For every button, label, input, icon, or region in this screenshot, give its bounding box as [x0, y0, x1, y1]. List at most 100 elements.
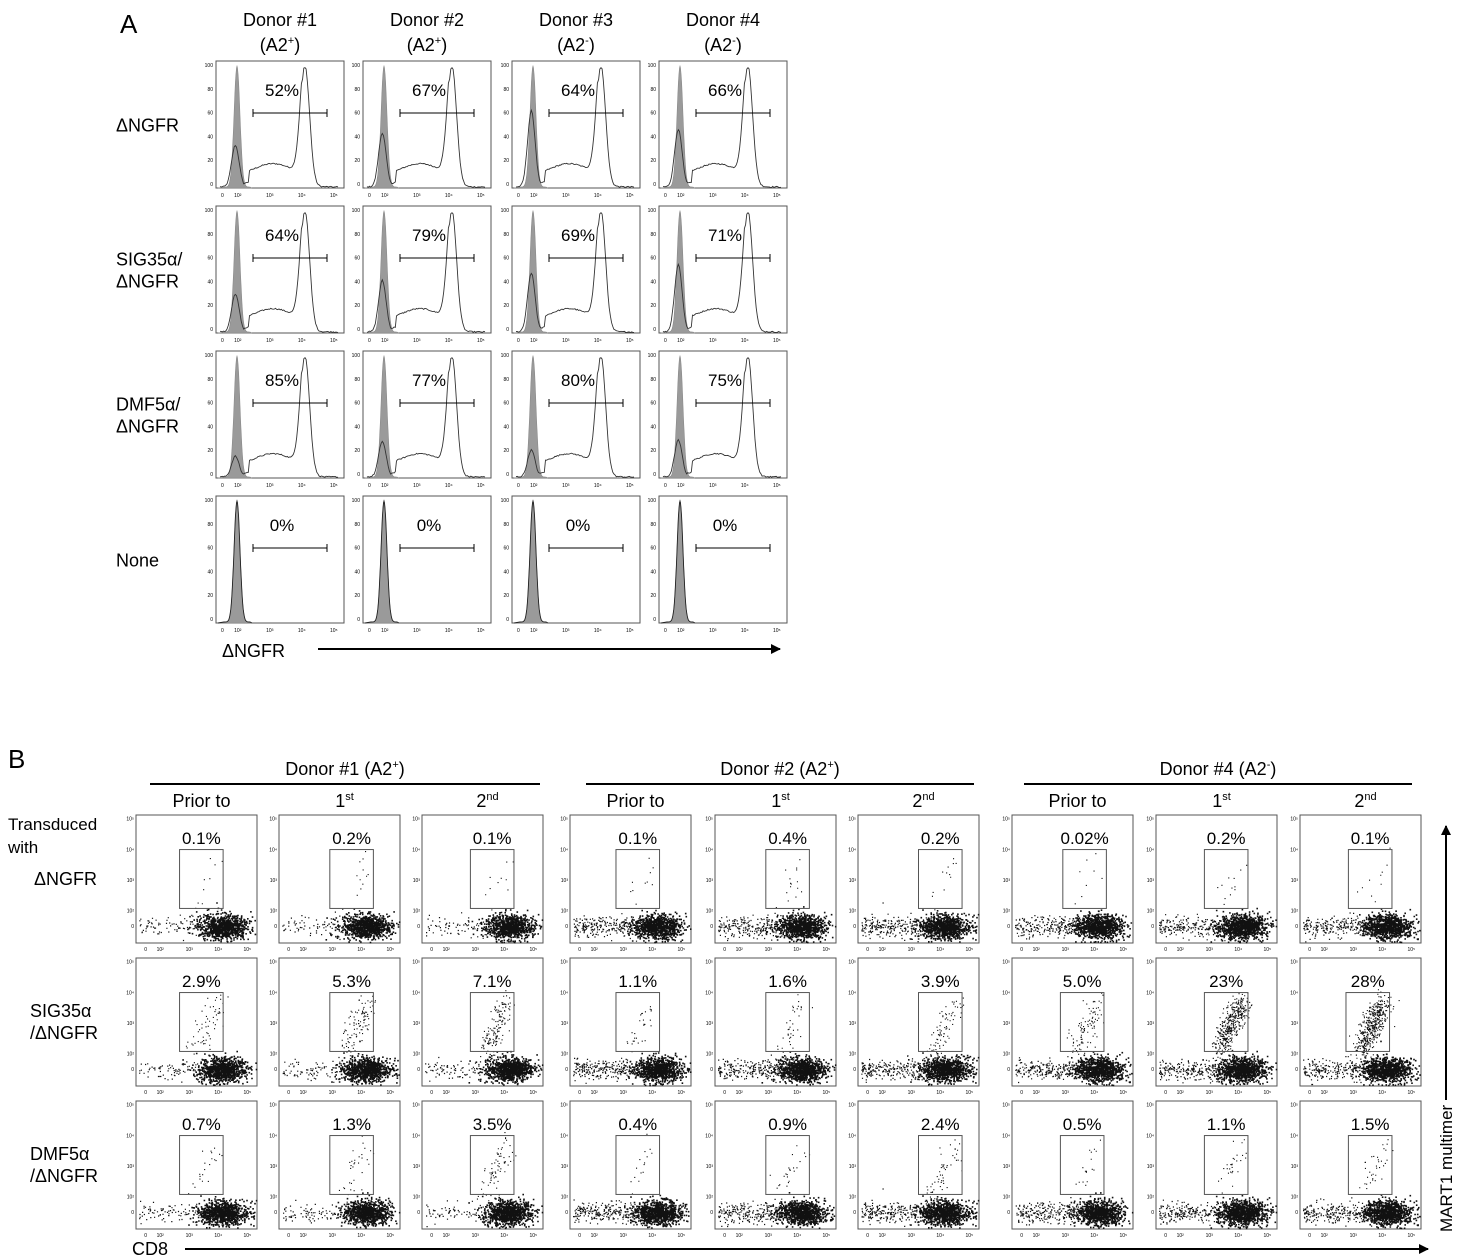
y-tick-label: 10⁵ [269, 1103, 277, 1109]
gate-percent: 0% [566, 516, 591, 535]
y-tick-label: 10⁵ [412, 817, 420, 823]
y-tick-label: 80 [207, 377, 213, 383]
x-tick-label: 10² [300, 947, 308, 953]
y-tick-label: 10⁵ [1146, 817, 1154, 823]
y-tick-label: 10³ [270, 878, 278, 884]
x-tick-label: 10⁴ [357, 947, 365, 953]
event-dots [1015, 1139, 1134, 1229]
gate-percent: 3.9% [921, 972, 960, 991]
y-tick-label: 20 [354, 158, 360, 164]
y-tick-label: 40 [650, 569, 656, 575]
y-tick-label: 10³ [849, 878, 857, 884]
y-tick-label: 100 [501, 353, 510, 359]
y-tick-label: 10² [561, 1195, 569, 1201]
group-header: Donor #2 (A2+) [720, 759, 840, 779]
event-dots [1159, 864, 1278, 944]
gate-box [615, 992, 661, 1052]
y-tick-label: 100 [648, 63, 657, 69]
row-header-line-1: Transduced [8, 815, 97, 834]
x-tick-label: 10⁴ [648, 1090, 656, 1096]
dot-plot: 0.5% 10⁵ 10⁴ 10³ 10² 0 0 10² 10³ 10⁴ 10⁵ [1002, 1100, 1134, 1239]
event-dots [861, 1139, 980, 1229]
y-tick-label: 60 [207, 401, 213, 407]
x-tick-label: 0 [287, 1090, 290, 1096]
y-tick-label: 20 [503, 448, 509, 454]
dot-plot: 0.7% 10⁵ 10⁴ 10³ 10² 0 0 10² 10³ 10⁴ 10⁵ [126, 1100, 258, 1239]
gate-percent: 0.02% [1060, 829, 1108, 848]
x-tick-label: 10⁵ [1119, 1233, 1127, 1239]
x-tick-label: 10³ [186, 1090, 194, 1096]
y-tick-label: 10⁵ [560, 1103, 568, 1109]
dot-plot: 23% 10⁵ 10⁴ 10³ 10² 0 0 10² 10³ 10⁴ 10⁵ [1146, 957, 1278, 1096]
x-tick-label: 10⁴ [594, 628, 602, 634]
y-tick-label: 80 [503, 232, 509, 238]
y-tick-label: 0 [210, 472, 213, 478]
x-tick-label: 10² [157, 1233, 165, 1239]
y-tick-label: 10³ [706, 878, 714, 884]
y-tick-label: 20 [207, 158, 213, 164]
x-tick-label: 10³ [413, 193, 421, 199]
stage-header: Prior to [1048, 791, 1106, 811]
event-dots [718, 1145, 836, 1230]
dot-plot: 3.5% 10⁵ 10⁴ 10³ 10² 0 0 10² 10³ 10⁴ 10⁵ [412, 1100, 544, 1239]
x-tick-label: 10⁵ [477, 193, 485, 199]
y-tick-label: 40 [354, 134, 360, 140]
x-tick-label: 10² [1177, 947, 1185, 953]
y-tick-label: 60 [503, 256, 509, 262]
y-tick-label: 10⁵ [848, 817, 856, 823]
x-tick-label: 10² [530, 338, 538, 344]
x-tick-label: 10⁴ [793, 1233, 801, 1239]
panel-a-donor-headers: Donor #1 (A2+) Donor #2 (A2+) Donor #3 (A2-) D… [243, 10, 760, 55]
y-tick-label: 0 [506, 327, 509, 333]
y-tick-label: 0 [1007, 1067, 1010, 1073]
y-tick-label: 20 [207, 593, 213, 599]
panel-a-histograms: 52% 100 80 60 40 20 0 0 10² 10³ 10⁴ 10⁵ 67% 100 80 60 40… [205, 60, 788, 634]
dot-plot: 0.2% 10⁵ 10⁴ 10³ 10² 0 0 10² 10³ 10⁴ 10⁵ [848, 814, 980, 953]
x-tick-label: 10³ [765, 1090, 773, 1096]
x-tick-label: 10² [530, 193, 538, 199]
x-tick-label: 0 [1164, 1090, 1167, 1096]
y-tick-label: 10⁴ [269, 990, 277, 996]
control-histogram [364, 354, 400, 479]
dot-plot: 0.2% 10⁵ 10⁴ 10³ 10² 0 0 10² 10³ 10⁴ 10⁵ [1146, 814, 1278, 953]
x-tick-label: 10³ [908, 1090, 916, 1096]
y-tick-label: 60 [354, 546, 360, 552]
y-tick-label: 20 [650, 448, 656, 454]
x-tick-label: 10³ [1206, 1090, 1214, 1096]
x-tick-label: 0 [723, 1090, 726, 1096]
gate-percent: 69% [561, 226, 595, 245]
y-tick-label: 60 [503, 401, 509, 407]
y-tick-label: 100 [205, 63, 214, 69]
group-header: Donor #4 (A2-) [1160, 759, 1277, 779]
x-tick-label: 10³ [709, 193, 717, 199]
histogram-plot: 64% 100 80 60 40 20 0 0 10² 10³ 10⁴ 10⁵ [205, 205, 345, 344]
y-tick-label: 10⁵ [412, 960, 420, 966]
y-tick-label: 60 [650, 401, 656, 407]
y-tick-label: 10⁴ [412, 990, 420, 996]
x-tick-label: 0 [578, 947, 581, 953]
sample-histogram [366, 357, 486, 478]
x-tick-label: 10² [677, 193, 685, 199]
gate-box [1345, 992, 1391, 1052]
x-tick-label: 10⁴ [500, 947, 508, 953]
x-tick-label: 10⁵ [477, 628, 485, 634]
gate-box [765, 849, 810, 909]
x-tick-label: 10² [1033, 1233, 1041, 1239]
x-tick-label: 0 [1308, 947, 1311, 953]
row-label-line: ΔNGFR [116, 272, 179, 292]
y-tick-label: 10² [706, 1052, 714, 1058]
x-tick-label: 0 [723, 947, 726, 953]
y-tick-label: 10⁵ [705, 960, 713, 966]
x-tick-label: 0 [430, 947, 433, 953]
gate-box [765, 992, 810, 1052]
y-tick-label: 10⁵ [1146, 1103, 1154, 1109]
gate-percent: 0.9% [768, 1115, 807, 1134]
x-tick-label: 10² [879, 947, 887, 953]
y-tick-label: 10⁵ [269, 960, 277, 966]
y-tick-label: 80 [207, 522, 213, 528]
x-tick-label: 10² [1033, 1090, 1041, 1096]
control-histogram [217, 209, 253, 334]
x-tick-label: 10³ [266, 483, 274, 489]
y-tick-label: 80 [503, 522, 509, 528]
x-tick-label: 10⁵ [626, 193, 634, 199]
